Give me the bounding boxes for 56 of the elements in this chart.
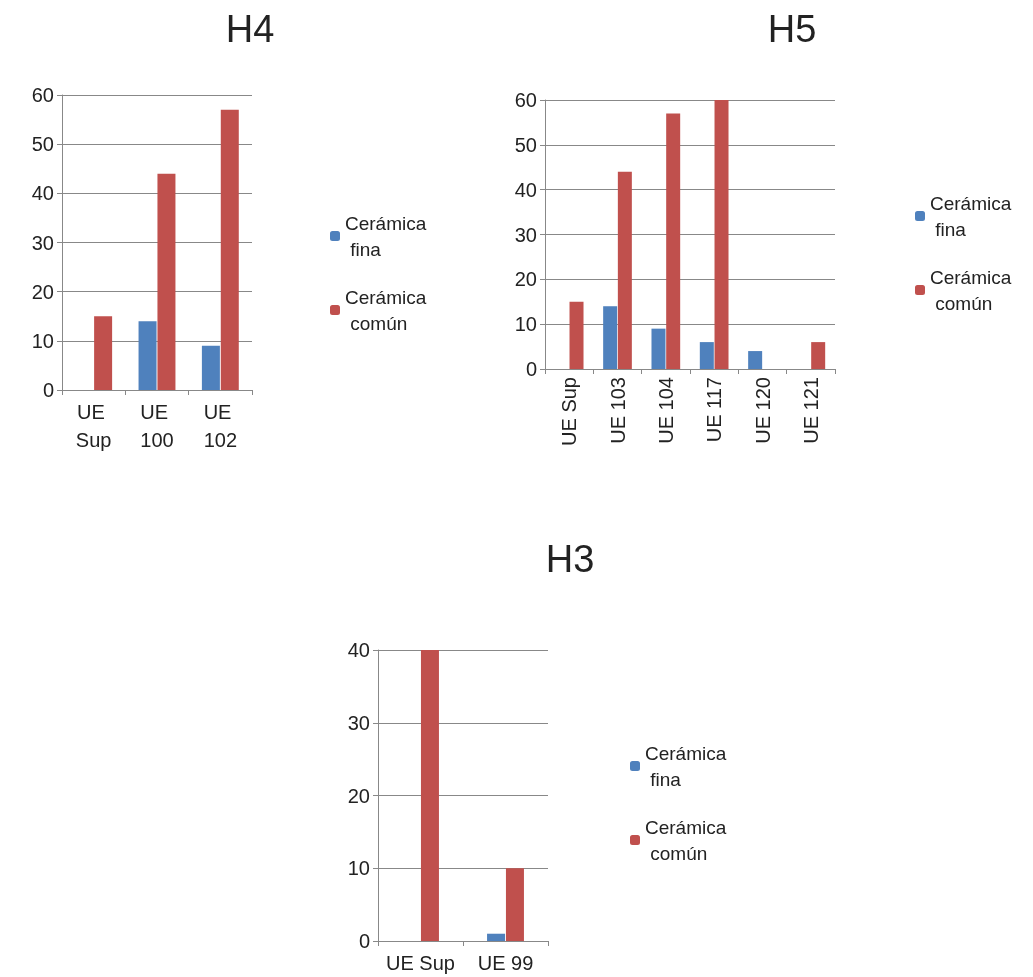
y-tick-label: 60 xyxy=(514,89,537,111)
y-tick-label: 40 xyxy=(514,178,537,201)
bar xyxy=(94,316,113,390)
x-tick-label: UE 117 xyxy=(703,377,726,443)
bar xyxy=(811,342,826,369)
bar xyxy=(569,301,584,369)
bar xyxy=(201,345,220,390)
chart-title: H5 xyxy=(767,8,817,50)
legend-label: Cerámica fina xyxy=(645,742,727,790)
y-tick-label: 30 xyxy=(31,231,54,254)
y-tick-label: 10 xyxy=(514,313,537,336)
y-tick-label: 0 xyxy=(42,379,54,401)
legend-label: Cerámica común xyxy=(345,286,427,334)
legend-label: Cerámica fina xyxy=(930,192,1012,240)
bar xyxy=(420,650,439,941)
y-tick-label: 40 xyxy=(31,182,54,205)
x-tick-label: UE Sup xyxy=(558,377,581,446)
bar xyxy=(220,109,239,390)
bar xyxy=(505,868,524,941)
bar xyxy=(748,351,763,369)
chart-title: H4 xyxy=(225,8,275,50)
y-tick-label: 30 xyxy=(514,223,537,246)
x-tick-label: UE 99 xyxy=(477,952,534,974)
y-tick-label: 0 xyxy=(358,930,370,952)
y-tick-label: 10 xyxy=(31,329,54,352)
bar xyxy=(157,173,176,390)
y-tick-label: 20 xyxy=(347,784,370,807)
bar xyxy=(666,113,681,369)
bar xyxy=(487,933,506,941)
bar xyxy=(617,171,632,369)
x-tick-label: UE Sup xyxy=(386,952,455,974)
y-tick-label: 50 xyxy=(31,133,54,156)
x-tick-label: UE 120 xyxy=(751,377,774,444)
x-tick-label: UE 103 xyxy=(606,377,629,444)
y-tick-label: 40 xyxy=(347,639,370,661)
bar xyxy=(651,328,666,369)
y-tick-label: 50 xyxy=(514,133,537,156)
y-tick-label: 20 xyxy=(31,280,54,303)
x-tick-label: UE 121 xyxy=(799,377,822,444)
bar xyxy=(603,306,618,369)
bar xyxy=(699,342,714,369)
y-tick-label: 10 xyxy=(347,857,370,880)
y-tick-label: 60 xyxy=(31,84,54,106)
y-tick-label: 20 xyxy=(514,268,537,291)
legend-label: Cerámica fina xyxy=(345,212,427,260)
x-tick-label: UE 102 xyxy=(203,401,238,451)
x-tick-label: UE 100 xyxy=(140,401,174,451)
chart-title: H3 xyxy=(545,538,595,580)
bar xyxy=(714,100,729,369)
x-tick-label: UE Sup xyxy=(75,401,112,451)
y-tick-label: 30 xyxy=(347,711,370,734)
x-tick-label: UE 104 xyxy=(654,377,677,444)
y-tick-label: 0 xyxy=(525,358,537,380)
bar xyxy=(138,321,157,390)
legend-label: Cerámica común xyxy=(645,816,727,864)
legend-label: Cerámica común xyxy=(930,266,1012,314)
